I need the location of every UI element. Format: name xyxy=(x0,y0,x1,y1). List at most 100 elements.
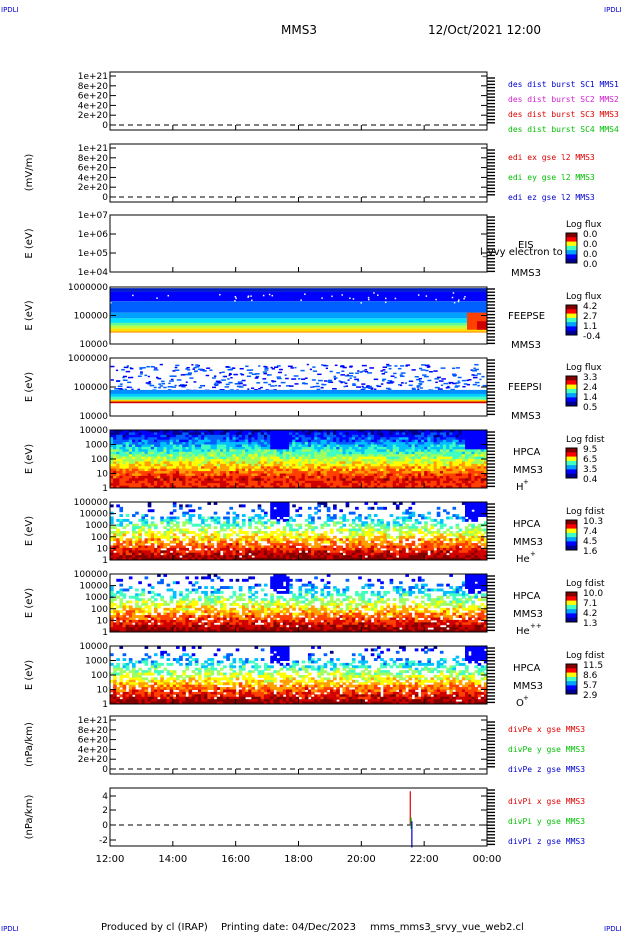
heatmap-cell xyxy=(270,385,275,387)
heatmap-cell xyxy=(254,388,258,391)
heatmap-cell xyxy=(264,369,269,371)
heatmap-cell xyxy=(383,531,387,534)
heatmap-cell xyxy=(229,463,234,467)
heatmap-cell xyxy=(157,377,162,380)
heatmap-cell xyxy=(427,379,432,382)
heatmap-cell xyxy=(163,432,168,436)
heatmap-cell xyxy=(201,451,205,455)
heatmap-cell xyxy=(160,444,164,448)
heatmap-cell xyxy=(320,547,325,551)
heatmap-cell xyxy=(317,439,321,443)
heatmap-cell xyxy=(471,468,475,472)
heatmap-cell xyxy=(276,430,281,433)
heatmap-cell xyxy=(147,535,152,539)
heatmap-cell xyxy=(131,483,136,487)
heatmap-cell xyxy=(474,473,479,477)
heatmap-cell xyxy=(389,456,394,460)
heatmap-cell xyxy=(427,459,431,462)
heatmap-cell xyxy=(298,475,303,479)
heatmap-cell xyxy=(260,535,265,539)
heatmap-cell xyxy=(483,456,488,460)
heatmap-cell xyxy=(257,531,262,534)
heatmap-cell xyxy=(180,384,185,387)
heatmap-cell xyxy=(317,535,321,539)
heatmap-cell xyxy=(392,451,397,455)
heatmap-cell xyxy=(213,437,218,441)
heatmap-cell xyxy=(241,432,246,436)
heatmap-cell xyxy=(336,459,340,462)
heatmap-cell xyxy=(364,521,369,525)
heatmap-cell xyxy=(113,547,117,551)
heatmap-cell xyxy=(210,518,215,522)
heatmap-cell xyxy=(131,485,136,489)
heatmap-cell xyxy=(267,538,271,542)
heatmap-cell xyxy=(399,550,403,554)
heatmap-cell xyxy=(465,473,469,477)
heatmap-cell xyxy=(298,463,303,467)
heatmap-cell xyxy=(204,533,208,537)
heatmap-cell xyxy=(131,540,136,544)
heatmap-cell xyxy=(405,485,409,489)
heatmap-cell xyxy=(373,475,378,479)
heatmap-cell xyxy=(439,459,444,462)
heatmap-cell xyxy=(179,456,183,460)
heatmap-cell xyxy=(458,461,463,465)
heatmap-cell xyxy=(116,446,120,450)
heatmap-cell xyxy=(402,456,406,460)
heatmap-cell xyxy=(125,555,130,559)
heatmap-cell xyxy=(342,439,347,443)
heatmap-cell xyxy=(276,514,281,517)
heatmap-cell xyxy=(383,437,387,441)
heatmap-cell xyxy=(292,430,296,433)
heatmap-band xyxy=(110,393,487,397)
heatmap-cell xyxy=(458,299,460,301)
heatmap-cell xyxy=(386,473,391,477)
heatmap-cell xyxy=(301,466,306,470)
heatmap-cell xyxy=(238,538,243,542)
heatmap-cell xyxy=(336,434,340,438)
heatmap-cell xyxy=(251,557,256,561)
heatmap-cell xyxy=(386,446,391,450)
y-tick-label: 6e+20 xyxy=(78,92,109,102)
y-tick-label: 1e+06 xyxy=(78,230,109,240)
heatmap-cell xyxy=(436,480,441,484)
heatmap-cell xyxy=(445,387,449,389)
heatmap-cell xyxy=(471,483,475,487)
heatmap-cell xyxy=(263,446,268,450)
heatmap-cell xyxy=(197,550,202,554)
heatmap-cell xyxy=(228,374,231,377)
heatmap-cell xyxy=(144,521,149,525)
heatmap-cell xyxy=(333,478,337,482)
heatmap-cell xyxy=(182,483,186,487)
heatmap-cell xyxy=(204,444,208,448)
heatmap-cell xyxy=(317,456,321,460)
heatmap-cell xyxy=(298,378,301,380)
heatmap-cell xyxy=(323,552,328,556)
heatmap-cell xyxy=(125,480,130,484)
heatmap-cell xyxy=(436,471,441,474)
heatmap-cell xyxy=(273,504,278,508)
heatmap-cell xyxy=(348,437,353,441)
heatmap-cell xyxy=(216,454,221,458)
heatmap-cell xyxy=(241,473,246,477)
heatmap-cell xyxy=(304,473,309,477)
heatmap-cell xyxy=(188,468,193,472)
heatmap-cell xyxy=(402,483,406,487)
heatmap-cell xyxy=(301,439,306,443)
heatmap-cell xyxy=(210,516,215,520)
heatmap-cell xyxy=(191,451,196,455)
heatmap-cell xyxy=(198,386,202,389)
heatmap-cell xyxy=(110,552,114,556)
heatmap-cell xyxy=(380,473,384,477)
heatmap-cell xyxy=(219,389,225,391)
heatmap-cell xyxy=(197,483,202,487)
heatmap-cell xyxy=(138,550,142,554)
heatmap-cell xyxy=(289,531,293,534)
heatmap-cell xyxy=(339,461,343,465)
colorbar-segment xyxy=(566,388,577,394)
heatmap-cell xyxy=(399,535,403,539)
heatmap-cell xyxy=(323,535,328,539)
heatmap-cell xyxy=(483,444,488,448)
colorbar-tick-label: 0.0 xyxy=(583,240,598,250)
heatmap-cell xyxy=(329,475,334,479)
